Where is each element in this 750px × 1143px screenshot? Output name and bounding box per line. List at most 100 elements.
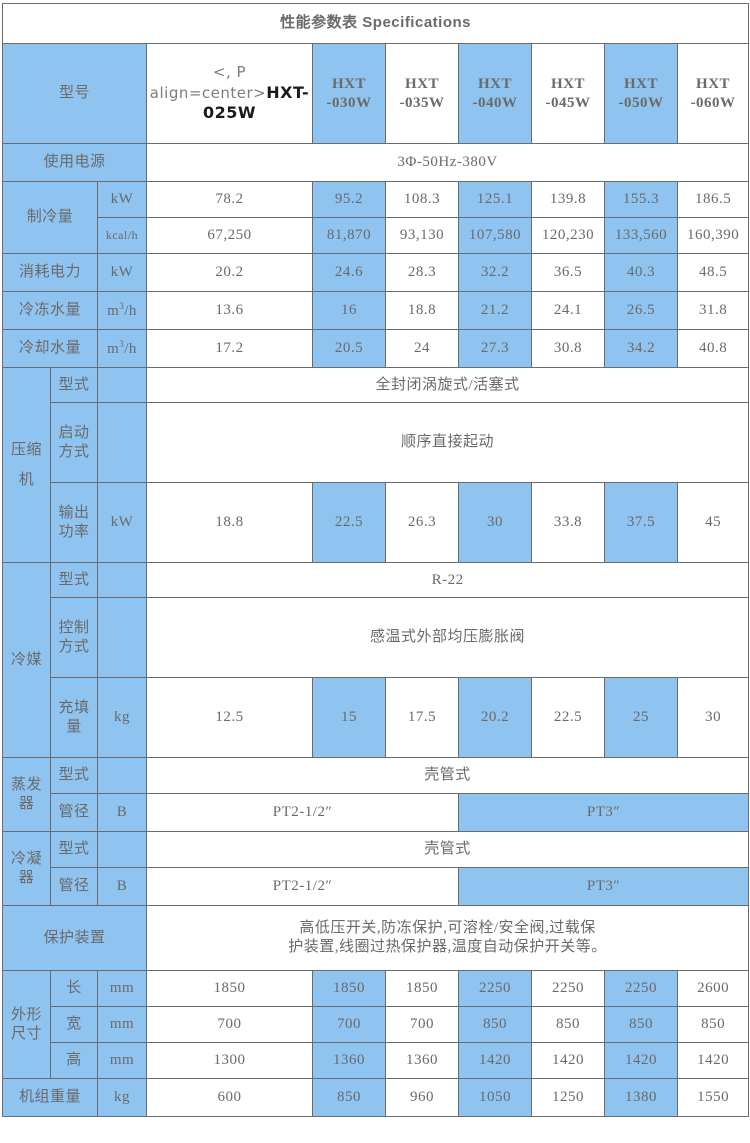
- refrigerant-charge-035w: 17.5: [385, 677, 459, 758]
- cooling-water-label: 冷却水量: [2, 329, 98, 368]
- chilled-water-045w: 24.1: [531, 291, 605, 330]
- dimension-height-035w: 1360: [385, 1042, 459, 1079]
- condenser-type-value: 壳管式: [145, 831, 750, 868]
- compressor-output-power-unit: kW: [97, 482, 147, 563]
- compressor-start-mode-label: 启动 方式: [50, 402, 98, 483]
- compressor-start-mode-unit: [97, 402, 147, 483]
- compressor-output-power-060w: 45: [676, 482, 750, 563]
- dimension-height-unit: mm: [97, 1042, 147, 1079]
- dimension-width-unit: mm: [97, 1006, 147, 1043]
- power-consumption-045w: 36.5: [531, 253, 605, 292]
- compressor-output-power-label: 输出 功率: [50, 482, 98, 563]
- cooling-capacity-kcal-unit: kcal/h: [97, 217, 147, 254]
- chilled-water-025w: 13.6: [146, 291, 313, 330]
- cooling-water-unit: m3/h: [97, 329, 147, 368]
- row-protection: 保护装置 高低压开关,防冻保护,可溶栓/安全阀,过载保 护装置,线圈过热保护器,…: [2, 905, 750, 971]
- row-dimension-height: 高 mm 1300 1360 1360 1420 1420 1420 1420: [3, 1042, 750, 1079]
- dimensions-label: 外形 尺寸: [2, 970, 51, 1079]
- chilled-water-035w: 18.8: [385, 291, 459, 330]
- refrigerant-type-label: 型式: [50, 562, 98, 598]
- chilled-water-040w: 21.2: [458, 291, 532, 330]
- compressor-output-power-045w: 33.8: [531, 482, 605, 563]
- evaporator-pipe-unit: B: [97, 793, 147, 832]
- dimension-length-025w: 1850: [146, 970, 313, 1007]
- evaporator-pipe-value-right: PT3″: [457, 793, 750, 832]
- compressor-label: 压缩机: [2, 367, 51, 563]
- compressor-output-power-025w: 18.8: [146, 482, 313, 563]
- dimension-height-060w: 1420: [676, 1042, 750, 1079]
- refrigerant-type-value: R-22: [145, 562, 750, 598]
- condenser-label: 冷凝器: [2, 831, 51, 906]
- unit-weight-unit: kg: [97, 1078, 147, 1117]
- compressor-type-label: 型式: [50, 367, 98, 403]
- dimension-height-040w: 1420: [458, 1042, 532, 1079]
- row-cooling-capacity-kw: 制冷量 kW 78.2 95.2 108.3 125.1 139.8 155.3…: [2, 181, 750, 254]
- refrigerant-control-mode-value: 感温式外部均压膨胀阀: [145, 597, 750, 678]
- cooling-water-040w: 27.3: [458, 329, 532, 368]
- compressor-type-unit: [97, 367, 147, 403]
- row-evaporator-type: 蒸发器 型式 壳管式: [2, 757, 750, 832]
- refrigerant-charge-045w: 22.5: [531, 677, 605, 758]
- dimension-length-unit: mm: [97, 970, 147, 1007]
- row-evaporator-pipe: 管径 B PT2-1/2″ PT3″: [3, 793, 750, 832]
- cooling-capacity-kcal-050w: 133,560: [604, 217, 678, 254]
- row-refrigerant-type: 冷媒 型式 R-22: [2, 562, 750, 758]
- cooling-water-035w: 24: [385, 329, 459, 368]
- evaporator-type-label: 型式: [50, 757, 98, 794]
- protection-value: 高低压开关,防冻保护,可溶栓/安全阀,过载保 护装置,线圈过热保护器,温度自动保…: [145, 905, 750, 971]
- cooling-capacity-kw-045w: 139.8: [531, 181, 605, 218]
- dimension-height-050w: 1420: [604, 1042, 678, 1079]
- condenser-type-label: 型式: [50, 831, 98, 868]
- row-cooling-water: 冷却水量 m3/h 17.2 20.5 24 27.3 30.8 34.2 40…: [2, 329, 750, 368]
- dimension-width-label: 宽: [50, 1006, 98, 1043]
- evaporator-type-unit: [97, 757, 147, 794]
- unit-weight-035w: 960: [385, 1078, 459, 1117]
- row-compressor-output-power: 输出 功率 kW 18.8 22.5 26.3 30 33.8 37.5 45: [3, 482, 750, 563]
- page-title: 性能参数表 Specifications: [1, 3, 750, 44]
- chilled-water-030w: 16: [312, 291, 386, 330]
- refrigerant-control-mode-unit: [97, 597, 147, 678]
- dimension-width-030w: 700: [312, 1006, 386, 1043]
- cooling-water-060w: 40.8: [676, 329, 750, 368]
- cooling-capacity-kcal-060w: 160,390: [676, 217, 750, 254]
- row-power-consumption: 消耗电力 kW 20.2 24.6 28.3 32.2 36.5 40.3 48…: [2, 253, 750, 292]
- power-consumption-030w: 24.6: [312, 253, 386, 292]
- power-consumption-label: 消耗电力: [2, 253, 98, 292]
- row-compressor-type: 压缩机 型式 全封闭涡旋式/活塞式: [2, 367, 750, 563]
- row-compressor-start-mode: 启动 方式 顺序直接起动: [3, 402, 750, 483]
- row-unit-weight: 机组重量 kg 600 850 960 1050 1250 1380 1550: [2, 1078, 750, 1117]
- cooling-capacity-label: 制冷量: [2, 181, 98, 254]
- refrigerant-charge-030w: 15: [312, 677, 386, 758]
- model-header-050w: HXT -050W: [604, 43, 678, 144]
- dimension-height-025w: 1300: [146, 1042, 313, 1079]
- cooling-capacity-kw-035w: 108.3: [385, 181, 459, 218]
- row-dimension-length: 外形 尺寸 长 mm 1850 1850 1850 2250 2250 2250 …: [2, 970, 750, 1079]
- model-header-060w: HXT -060W: [676, 43, 750, 144]
- refrigerant-control-mode-label: 控制 方式: [50, 597, 98, 678]
- chilled-water-unit: m3/h: [97, 291, 147, 330]
- model-header-row: 型号 <, P align=center>HXT-025W HXT -030W H…: [2, 43, 750, 144]
- protection-line-1: 高低压开关,防冻保护,可溶栓/安全阀,过载保: [299, 920, 596, 937]
- protection-label: 保护装置: [2, 905, 147, 971]
- model-label: 型号: [2, 43, 147, 144]
- cooling-capacity-kw-030w: 95.2: [312, 181, 386, 218]
- cooling-capacity-kw-050w: 155.3: [604, 181, 678, 218]
- cooling-capacity-kcal-040w: 107,580: [458, 217, 532, 254]
- compressor-output-power-050w: 37.5: [604, 482, 678, 563]
- compressor-output-power-035w: 26.3: [385, 482, 459, 563]
- row-cooling-capacity-kcal: kcal/h 67,250 81,870 93,130 107,580 120,…: [3, 217, 750, 254]
- refrigerant-charge-060w: 30: [676, 677, 750, 758]
- power-consumption-unit: kW: [97, 253, 147, 292]
- model-header-030w: HXT -030W: [312, 43, 386, 144]
- cooling-capacity-kw-025w: 78.2: [146, 181, 313, 218]
- condenser-pipe-value-right: PT3″: [457, 867, 750, 906]
- compressor-output-power-040w: 30: [458, 482, 532, 563]
- dimension-height-045w: 1420: [531, 1042, 605, 1079]
- model-header-035w: HXT -035W: [385, 43, 459, 144]
- power-supply-label: 使用电源: [2, 143, 147, 182]
- power-consumption-035w: 28.3: [385, 253, 459, 292]
- unit-weight-025w: 600: [146, 1078, 313, 1117]
- dimension-width-045w: 850: [531, 1006, 605, 1043]
- dimension-height-label: 高: [50, 1042, 98, 1079]
- model-header-025w: <, P align=center>HXT-025W: [146, 43, 313, 144]
